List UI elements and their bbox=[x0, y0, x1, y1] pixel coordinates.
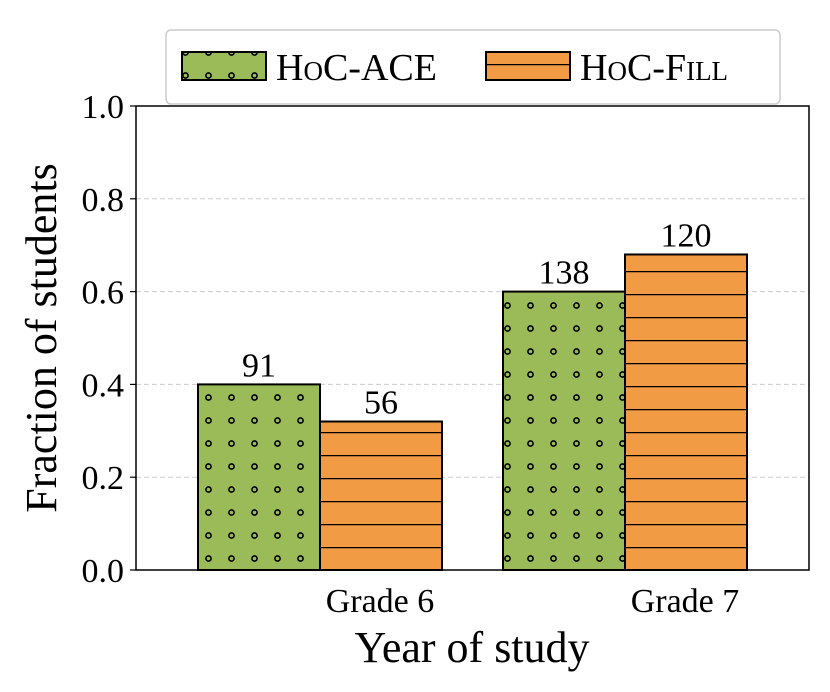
value-label: 91 bbox=[242, 347, 276, 384]
y-tick-label: 1.0 bbox=[82, 89, 125, 126]
y-tick-label: 0.2 bbox=[82, 460, 125, 497]
bar-hatch bbox=[624, 253, 748, 571]
x-tick-label: Grade 6 bbox=[326, 583, 435, 620]
plot-frame bbox=[135, 105, 810, 571]
x-tick-label: Grade 7 bbox=[631, 583, 740, 620]
y-tick-label: 0.8 bbox=[82, 182, 125, 219]
legend-box bbox=[165, 29, 781, 105]
legend-label: HoC-Fill bbox=[580, 47, 728, 89]
bar-hatch bbox=[197, 383, 321, 571]
y-axis-label: Fraction of students bbox=[17, 163, 66, 513]
value-label: 120 bbox=[661, 217, 712, 254]
y-tick-label: 0.6 bbox=[82, 275, 125, 312]
bar-hatch bbox=[319, 420, 443, 571]
value-label: 138 bbox=[539, 255, 590, 292]
legend-label: HoC-ACE bbox=[276, 47, 437, 89]
legend-swatch-hatch bbox=[485, 51, 571, 81]
legend-swatch-hatch bbox=[181, 51, 267, 81]
value-label: 56 bbox=[364, 385, 398, 422]
x-axis-label: Year of study bbox=[354, 623, 589, 672]
y-tick-label: 0.4 bbox=[82, 367, 125, 404]
y-tick-label: 0.0 bbox=[82, 553, 125, 590]
bar-hatch bbox=[502, 290, 626, 571]
